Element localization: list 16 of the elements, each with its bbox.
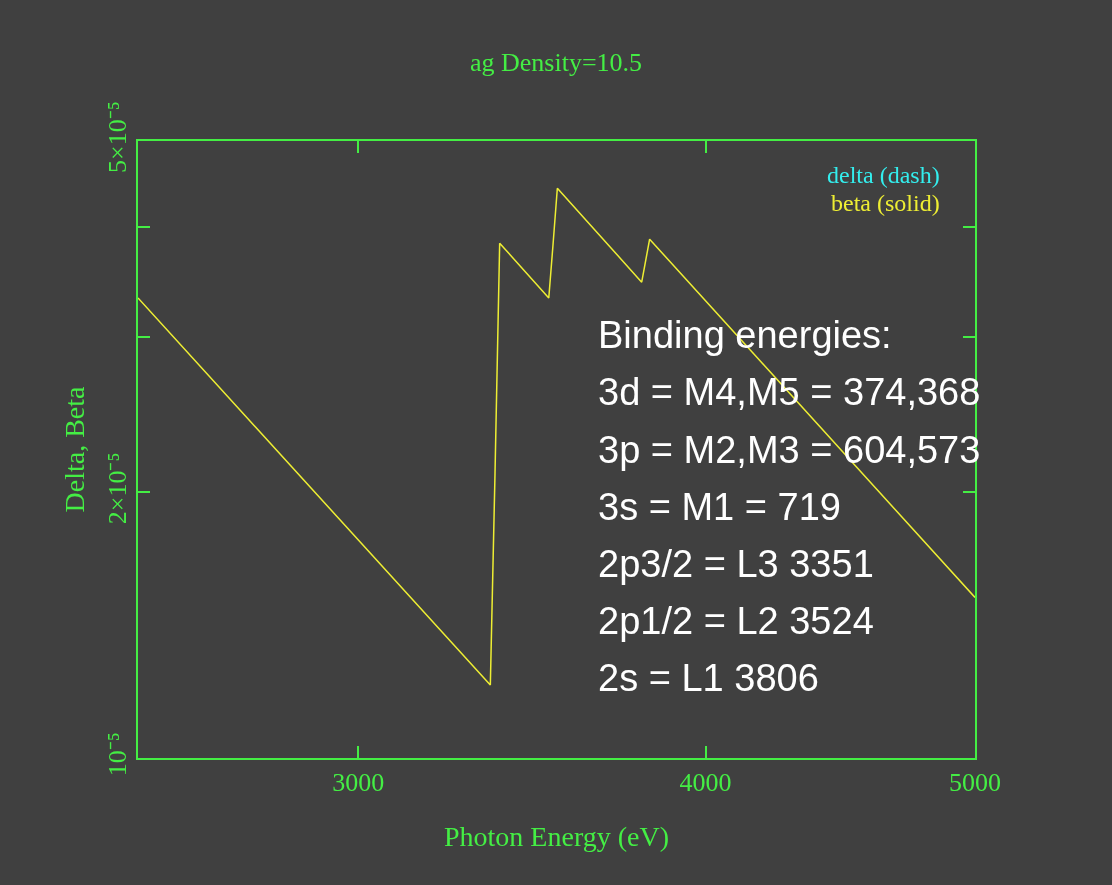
y-axis-title: Delta, Beta — [58, 385, 90, 513]
text: beta (solid) — [831, 190, 940, 216]
x-tick-label: 5000 — [949, 768, 1001, 798]
annotation: 2s = L1 3806 — [598, 657, 819, 699]
annotation: 2p1/2 = L2 3524 — [598, 600, 874, 642]
annotation: 3s = M1 = 719 — [598, 486, 841, 528]
chart-title: ag Density=10.5 — [469, 48, 643, 78]
y-tick-label: 5×10⁻⁵ — [102, 101, 132, 173]
x-tick-label: 4000 — [679, 768, 732, 798]
x-axis-title: Photon Energy (eV) — [444, 820, 669, 852]
annotation: Binding energies: — [598, 314, 892, 356]
y-tick-label: 2×10⁻⁵ — [102, 452, 132, 525]
legend-label: delta (dash) — [827, 162, 940, 188]
y-tick-label: 10⁻⁵ — [102, 732, 132, 777]
annotation: 2p3/2 = L3 3351 — [598, 543, 874, 585]
x-tick-label: 3000 — [332, 768, 385, 798]
